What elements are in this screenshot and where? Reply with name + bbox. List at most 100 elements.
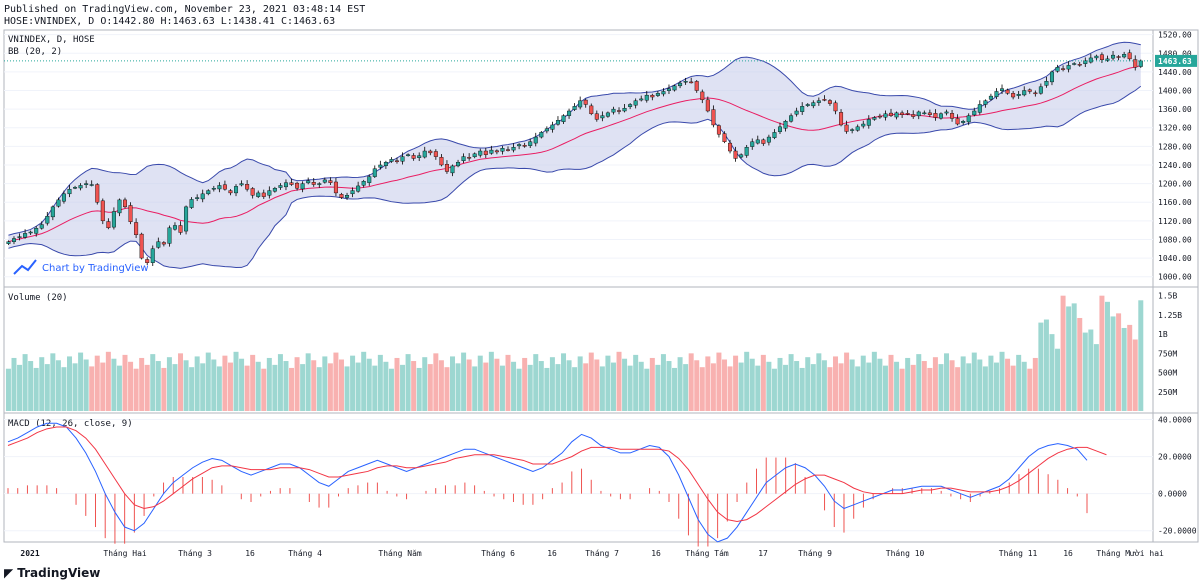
- volume-bar: [955, 367, 961, 411]
- price-tick-label: 1240.00: [1158, 161, 1192, 170]
- candle-body: [1077, 64, 1082, 66]
- candle-body: [800, 106, 805, 112]
- trading-chart[interactable]: 1000.00 1040.00 1080.00 1120.00 1160.00 1200.…: [0, 28, 1200, 564]
- volume-bar: [194, 356, 200, 411]
- volume-bar: [433, 353, 439, 411]
- candle-body: [34, 228, 39, 234]
- candle-body: [128, 205, 133, 222]
- volume-bar: [993, 362, 999, 411]
- volume-bar: [810, 364, 816, 411]
- candle-body: [938, 113, 943, 119]
- candle-body: [1049, 71, 1054, 83]
- time-axis-label: Tháng Hai: [103, 549, 147, 558]
- candle-body: [567, 110, 572, 116]
- watermark: Chart by TradingView: [13, 259, 149, 275]
- volume-bar: [1138, 300, 1144, 411]
- volume-bar: [644, 368, 650, 411]
- candle-body: [172, 225, 177, 230]
- candle-body: [422, 150, 427, 158]
- candle-body: [228, 190, 233, 194]
- candle-body: [428, 150, 433, 154]
- time-axis-label: Tháng Năm: [378, 549, 422, 558]
- last-price-badge: [1155, 54, 1197, 67]
- volume-bar: [821, 360, 827, 411]
- candle-body: [517, 144, 522, 147]
- time-axis-label: Tháng 6: [481, 549, 515, 558]
- volume-tick-label: 1.25B: [1158, 311, 1182, 320]
- candle-body: [206, 190, 211, 195]
- candle-body: [994, 91, 999, 97]
- volume-bar: [805, 357, 811, 411]
- candle-body: [189, 199, 194, 208]
- candle-body: [622, 107, 627, 112]
- candle-body: [17, 236, 22, 238]
- candle-body: [1105, 58, 1110, 61]
- volume-bar: [155, 361, 161, 411]
- candle-body: [739, 154, 744, 158]
- volume-bar: [622, 358, 628, 411]
- footer-brand-label: TradingView: [17, 566, 101, 580]
- candle-body: [234, 186, 239, 194]
- volume-tick-label: 500M: [1158, 369, 1177, 378]
- candle-body: [533, 136, 538, 144]
- volume-bar: [888, 354, 894, 411]
- candle-body: [961, 121, 966, 123]
- volume-bar: [266, 357, 272, 411]
- volume-bar: [721, 359, 727, 411]
- volume-bar: [344, 366, 350, 411]
- volume-bar: [1104, 301, 1110, 411]
- volume-bar: [39, 357, 45, 411]
- volume-bar: [638, 361, 644, 411]
- time-axis-label: Tháng 7: [585, 549, 619, 558]
- volume-bar: [1016, 354, 1022, 411]
- volume-bar: [1132, 339, 1138, 411]
- candle-body: [661, 91, 666, 95]
- candle-body: [211, 188, 216, 190]
- candle-body: [783, 121, 788, 129]
- volume-bar: [178, 353, 184, 411]
- volume-bar: [105, 351, 111, 411]
- volume-bar: [816, 353, 822, 411]
- candle-body: [539, 132, 544, 138]
- macd-tick-label: 0.0000: [1158, 490, 1187, 499]
- candle-body: [1083, 60, 1088, 64]
- macd-line-signal: [7, 426, 1107, 522]
- candle-body: [777, 126, 782, 132]
- volume-bar: [205, 352, 211, 411]
- volume-bar: [1032, 357, 1038, 411]
- time-axis-label: Tháng 3: [178, 549, 212, 558]
- candle-body: [905, 113, 910, 115]
- candle-body: [444, 164, 449, 172]
- volume-bar: [33, 367, 39, 411]
- price-tick-label: 1320.00: [1158, 124, 1192, 133]
- candle-body: [1138, 60, 1143, 67]
- candle-body: [1011, 93, 1016, 98]
- volume-bar: [960, 356, 966, 411]
- candle-body: [289, 182, 294, 185]
- volume-bar: [233, 351, 239, 411]
- volume-bar: [910, 364, 916, 411]
- volume-bar: [871, 351, 877, 411]
- volume-bar: [544, 367, 550, 411]
- candle-body: [1016, 94, 1021, 96]
- candle-body: [411, 155, 416, 159]
- volume-bar: [72, 363, 78, 411]
- candle-body: [372, 168, 377, 177]
- volume-bar: [1049, 334, 1055, 411]
- volume-bar: [338, 359, 344, 411]
- candle-body: [28, 231, 33, 234]
- candle-body: [267, 190, 272, 196]
- candle-body: [722, 133, 727, 142]
- candle-body: [489, 149, 494, 154]
- candle-body: [450, 165, 455, 174]
- volume-bar: [283, 361, 289, 411]
- candle-body: [822, 99, 827, 101]
- price-tick-label: 1120.00: [1158, 217, 1192, 226]
- volume-bar: [172, 364, 178, 411]
- volume-bar: [350, 355, 356, 411]
- candle-body: [106, 221, 111, 229]
- candle-body: [461, 156, 466, 161]
- candle-body: [1066, 65, 1071, 70]
- volume-bar: [1077, 317, 1083, 411]
- volume-bar: [855, 366, 861, 411]
